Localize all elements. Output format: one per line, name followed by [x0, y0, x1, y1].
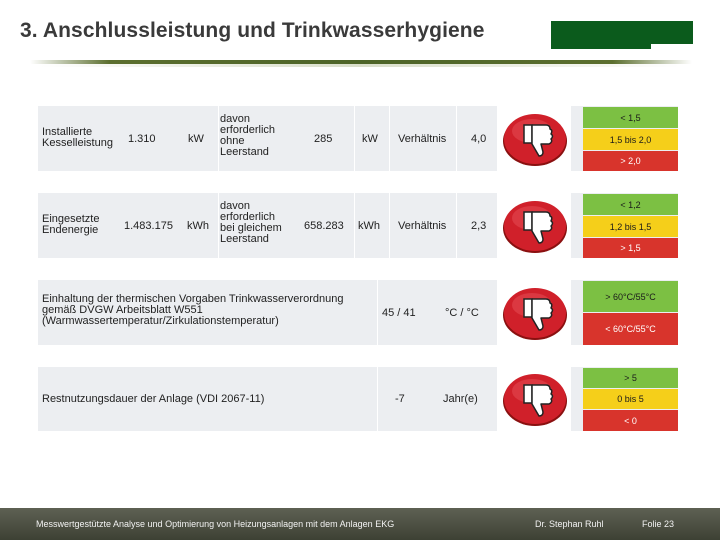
cell-divider [218, 193, 219, 258]
scale-band-green: > 60°C/55°C [583, 281, 678, 312]
scale-band-red: > 2,0 [583, 151, 678, 171]
row-table [38, 193, 497, 258]
row-label: Eingesetzte Endenergie [42, 213, 100, 236]
row-table [38, 367, 497, 431]
evaluation-row-final-energy: Eingesetzte Endenergie 1.483.175 kWh dav… [38, 193, 678, 258]
footer-bar: Messwertgestützte Analyse und Optimierun… [0, 508, 720, 540]
remaining-life-unit: Jahr(e) [443, 393, 478, 405]
scale-band-yellow: 1,2 bis 1,5 [583, 216, 678, 237]
evaluation-row-boiler-capacity: Installierte Kesselleistung 1.310 kW dav… [38, 106, 678, 171]
unit-required: kW [362, 133, 378, 145]
rating-scale: < 1,2 1,2 bis 1,5 > 1,5 [571, 193, 678, 258]
temperature-value: 45 / 41 [382, 307, 416, 319]
footer-presentation-title: Messwertgestützte Analyse und Optimierun… [36, 519, 395, 529]
ratio-label: Verhältnis [398, 220, 447, 232]
scale-band-green: > 5 [583, 368, 678, 388]
thumbs-down-icon [503, 114, 567, 166]
row-label: Installierte Kesselleistung [42, 126, 113, 149]
unit-used: kWh [187, 220, 209, 232]
cell-divider [377, 280, 378, 345]
cell-divider [377, 367, 378, 431]
scale-band-yellow: 0 bis 5 [583, 389, 678, 409]
cell-divider [354, 106, 355, 171]
title-divider-shadow [40, 64, 680, 67]
logo [551, 21, 693, 44]
value-required: 285 [314, 133, 333, 145]
scale-band-green: < 1,5 [583, 107, 678, 128]
scale-band-red: > 1,5 [583, 238, 678, 258]
temperature-unit: °C / °C [445, 307, 479, 319]
rating-scale: < 1,5 1,5 bis 2,0 > 2,0 [571, 106, 678, 171]
unit-required: kWh [358, 220, 380, 232]
row-label: Einhaltung der thermischen Vorgaben Trin… [42, 293, 344, 327]
thumbs-down-icon [503, 201, 567, 253]
row-table [38, 280, 497, 345]
value-required: 658.283 [304, 220, 344, 232]
footer-author: Dr. Stephan Ruhl [535, 519, 604, 529]
slide-title: 3. Anschlussleistung und Trinkwasserhygi… [20, 19, 485, 42]
scale-band-yellow: 1,5 bis 2,0 [583, 129, 678, 150]
cell-divider [389, 193, 390, 258]
scale-band-red: < 0 [583, 410, 678, 431]
unit-installed: kW [188, 133, 204, 145]
evaluation-row-remaining-life: Restnutzungsdauer der Anlage (VDI 2067-1… [38, 367, 678, 431]
value-used: 1.483.175 [124, 220, 173, 232]
scale-band-red: < 60°C/55°C [583, 313, 678, 345]
footer-slide-number: Folie 23 [642, 519, 675, 529]
ratio-label: Verhältnis [398, 133, 447, 145]
evaluation-row-drinking-water: Einhaltung der thermischen Vorgaben Trin… [38, 280, 678, 345]
row-label: Restnutzungsdauer der Anlage (VDI 2067-1… [42, 393, 265, 405]
ratio-value: 4,0 [471, 133, 487, 145]
thumbs-down-icon [503, 374, 567, 426]
row-table [38, 106, 497, 171]
remaining-life-value: -7 [395, 393, 405, 405]
cell-divider [456, 106, 457, 171]
cell-divider [456, 193, 457, 258]
rating-scale: > 5 0 bis 5 < 0 [571, 367, 678, 431]
scale-band-green: < 1,2 [583, 194, 678, 215]
value-installed: 1.310 [128, 133, 156, 145]
cell-divider [389, 106, 390, 171]
sublabel: davon erforderlich bei gleichem Leerstan… [220, 200, 282, 245]
ratio-value: 2,3 [471, 220, 487, 232]
logo-notch [551, 44, 651, 49]
sublabel: davon erforderlich ohne Leerstand [220, 113, 276, 158]
cell-divider [218, 106, 219, 171]
title-divider [30, 60, 692, 64]
rating-scale: > 60°C/55°C < 60°C/55°C [571, 280, 678, 345]
thumbs-down-icon [503, 288, 567, 340]
cell-divider [354, 193, 355, 258]
